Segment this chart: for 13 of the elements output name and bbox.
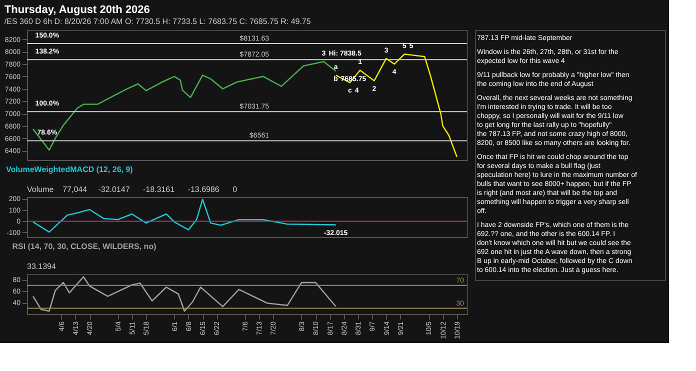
chart-subtitle: /ES 360 D 6h D: 8/20/26 7:00 AM O: 7730.5 H: 7733.5 L: 7683.75 C: 7685.75 R: 49.75 bbox=[4, 17, 312, 26]
text: -32.0147 bbox=[98, 185, 130, 194]
text: VolumeWeightedMACD (12, 26, 9) bbox=[6, 165, 134, 174]
line-series bbox=[32, 276, 336, 312]
text: -18.3161 bbox=[143, 185, 176, 194]
text: Volume bbox=[27, 185, 54, 194]
text: RSI (14, 70, 30, CLOSE, WILDERS, no) bbox=[12, 242, 157, 251]
text: 33.1394 bbox=[27, 262, 56, 271]
text: 77,044 bbox=[62, 185, 88, 194]
text: 0 bbox=[232, 185, 238, 194]
text: -13.6986 bbox=[188, 185, 220, 194]
line-series bbox=[32, 61, 336, 151]
chart-title: Thursday, August 20th 2026 bbox=[4, 4, 150, 16]
